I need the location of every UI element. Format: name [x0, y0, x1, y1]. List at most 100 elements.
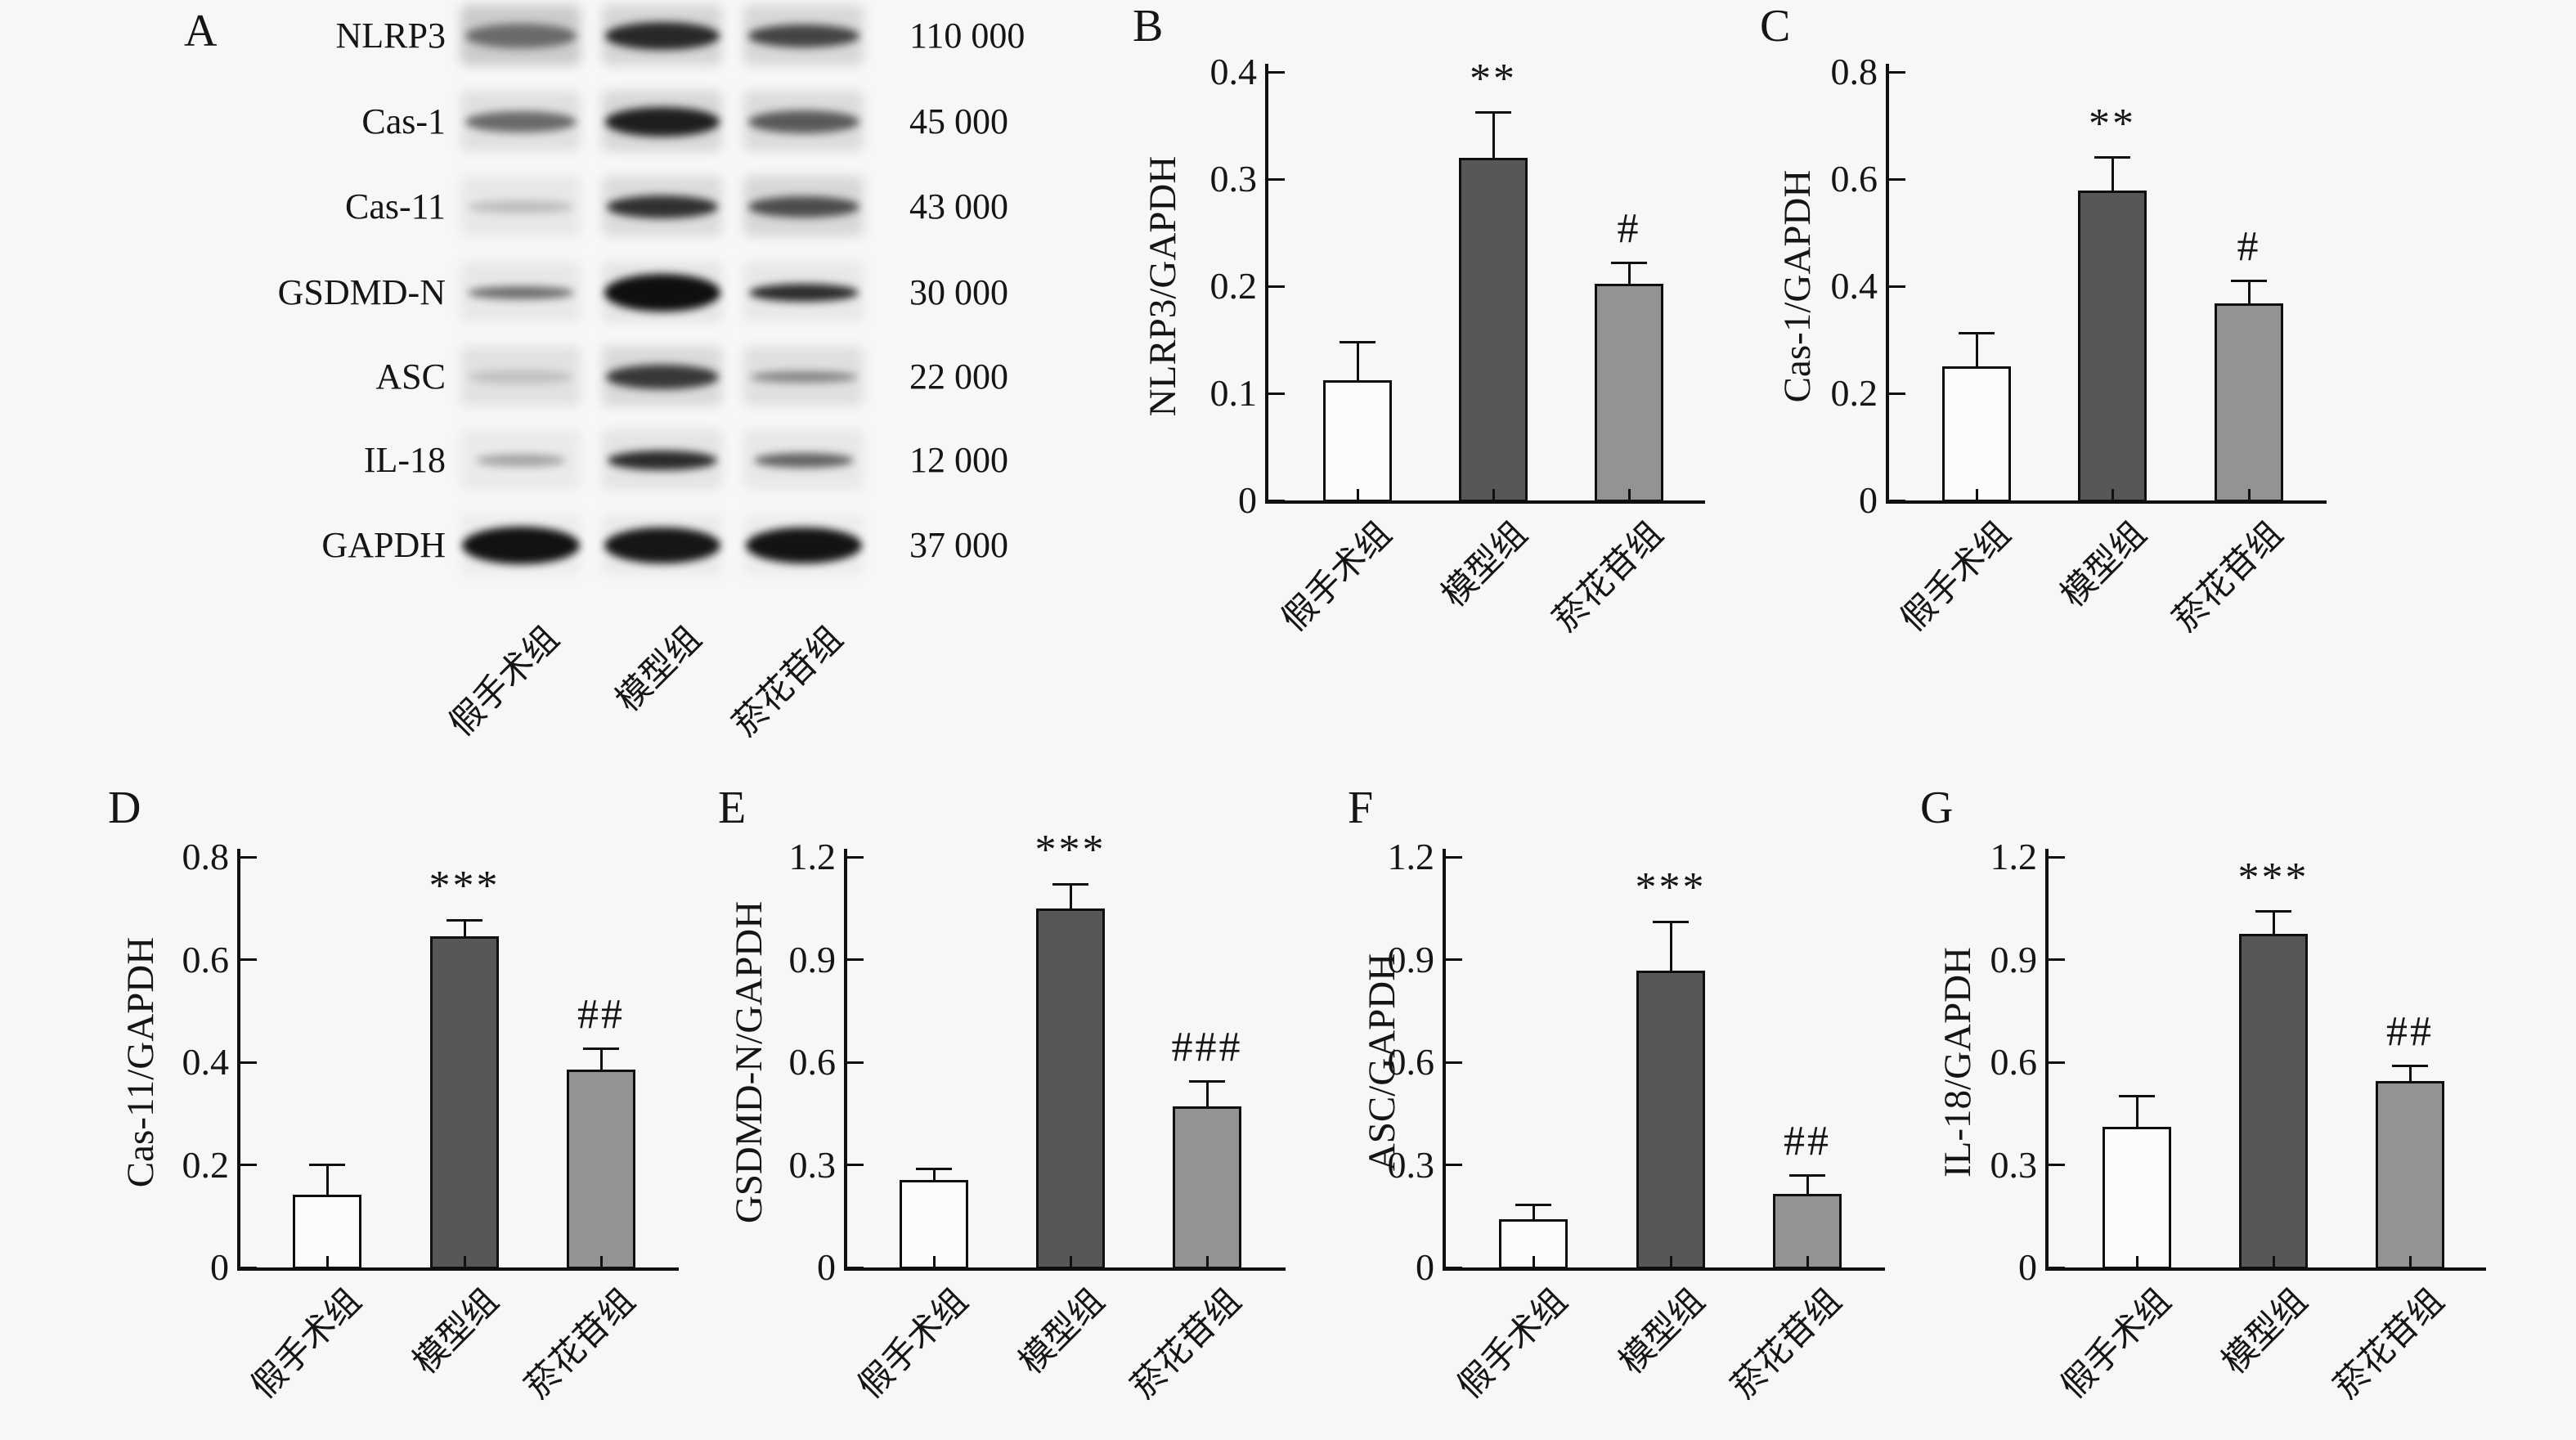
- panel-letter-F: F: [1348, 783, 1374, 833]
- blot-band-cell: [602, 0, 722, 74]
- y-axis: [844, 849, 847, 1271]
- blot-molecular-weight: 110 000: [909, 16, 1025, 56]
- y-tick-label: 0.6: [1387, 1041, 1435, 1083]
- error-bar-cap: [583, 1047, 619, 1050]
- y-tick: [847, 1266, 864, 1269]
- blot-band-cell: [602, 84, 722, 159]
- y-tick-label: 0.2: [1830, 372, 1878, 414]
- bar-group-2: [2239, 934, 2308, 1269]
- blot-band-cell: [743, 169, 864, 244]
- bar-group-2: [430, 936, 499, 1269]
- y-tick: [847, 855, 864, 859]
- y-axis: [1886, 64, 1889, 504]
- significance-annotation: **: [2089, 100, 2136, 147]
- y-tick-label: 0: [210, 1246, 229, 1288]
- x-category-label: 菸花苷组: [518, 1282, 643, 1406]
- blot-band: [461, 527, 580, 564]
- blot-band: [747, 110, 859, 133]
- error-bar: [1532, 1204, 1535, 1220]
- blot-band: [464, 24, 577, 48]
- x-category-label: 假手术组: [1275, 515, 1399, 639]
- y-tick: [240, 958, 257, 961]
- y-tick: [2049, 1266, 2065, 1269]
- panel-letter-E: E: [718, 783, 747, 833]
- y-tick-label: 0.3: [1209, 158, 1258, 200]
- blot-band: [607, 451, 717, 470]
- error-bar-cap: [1959, 332, 1995, 335]
- blot-band: [468, 370, 573, 384]
- blot-band: [475, 454, 566, 467]
- significance-annotation: ##: [1784, 1118, 1831, 1165]
- y-tick: [1889, 177, 1905, 181]
- y-tick-label: 0.6: [788, 1041, 837, 1083]
- y-tick: [1268, 285, 1285, 288]
- blot-band-cell: [602, 255, 722, 330]
- x-tick: [463, 1256, 466, 1267]
- error-bar: [1069, 884, 1072, 908]
- error-bar-cap: [1653, 920, 1689, 923]
- bar-group-3: [1595, 284, 1663, 502]
- y-tick: [240, 855, 257, 859]
- y-tick: [1446, 958, 1462, 961]
- bar-group-1: [900, 1180, 968, 1269]
- error-bar-cap: [2119, 1095, 2155, 1098]
- y-tick-label: 0: [2018, 1246, 2037, 1288]
- error-bar-cap: [1789, 1173, 1825, 1177]
- y-tick: [1889, 70, 1905, 74]
- error-bar: [1806, 1175, 1809, 1195]
- blot-band-cell: [602, 339, 722, 415]
- error-bar-cap: [1515, 1204, 1551, 1207]
- y-tick: [847, 958, 864, 961]
- blot-band: [604, 107, 720, 137]
- blot-band: [748, 284, 859, 302]
- blot-band-cell: [460, 0, 581, 74]
- y-tick-label: 0.9: [1990, 938, 2038, 980]
- blot-band: [753, 453, 854, 468]
- blot-molecular-weight: 43 000: [909, 186, 1008, 227]
- x-tick: [1205, 1256, 1209, 1267]
- error-bar: [1356, 342, 1359, 381]
- error-bar-cap: [2392, 1064, 2428, 1067]
- blot-protein-label: NLRP3: [335, 16, 446, 56]
- error-bar-cap: [447, 918, 482, 922]
- blot-band: [604, 527, 720, 563]
- blot-molecular-weight: 22 000: [909, 357, 1008, 397]
- y-tick-label: 0: [817, 1246, 836, 1288]
- y-tick-label: 1.2: [788, 836, 837, 877]
- y-tick-label: 0: [1416, 1246, 1434, 1288]
- blot-band: [745, 527, 862, 563]
- blot-protein-label: Cas-11: [344, 186, 446, 227]
- error-bar: [1205, 1081, 1209, 1107]
- x-axis: [1886, 500, 2327, 504]
- y-tick: [2049, 1164, 2065, 1166]
- blot-protein-label: GSDMD-N: [277, 272, 446, 312]
- x-category-label: 假手术组: [1894, 515, 2018, 639]
- x-axis: [1443, 1267, 1885, 1271]
- bar-group-2: [1636, 970, 1705, 1269]
- blot-band: [464, 111, 577, 132]
- blot-protein-label: Cas-1: [361, 101, 446, 141]
- blot-band-cell: [602, 169, 722, 244]
- bar-group-3: [2376, 1081, 2444, 1269]
- x-axis: [844, 1267, 1286, 1271]
- y-tick-label: 0.6: [1990, 1041, 2038, 1083]
- blot-band-cell: [743, 508, 864, 583]
- y-tick: [2049, 855, 2065, 859]
- error-bar: [1669, 922, 1672, 971]
- significance-annotation: #: [2237, 223, 2261, 271]
- blot-band-cell: [743, 423, 864, 498]
- x-tick: [325, 1256, 329, 1267]
- y-tick-label: 1.2: [1990, 836, 2038, 877]
- y-tick-label: 0.4: [1209, 51, 1258, 92]
- x-category-label: 菸花苷组: [1725, 1282, 1849, 1406]
- error-bar: [2408, 1065, 2412, 1081]
- y-tick: [1446, 1061, 1462, 1064]
- error-bar: [599, 1048, 603, 1070]
- significance-annotation: ***: [429, 863, 500, 910]
- error-bar: [932, 1169, 936, 1181]
- y-tick: [847, 1164, 864, 1166]
- y-tick-label: 0: [1238, 479, 1257, 521]
- blot-band-cell: [602, 508, 722, 583]
- y-tick-label: 0.2: [182, 1143, 230, 1186]
